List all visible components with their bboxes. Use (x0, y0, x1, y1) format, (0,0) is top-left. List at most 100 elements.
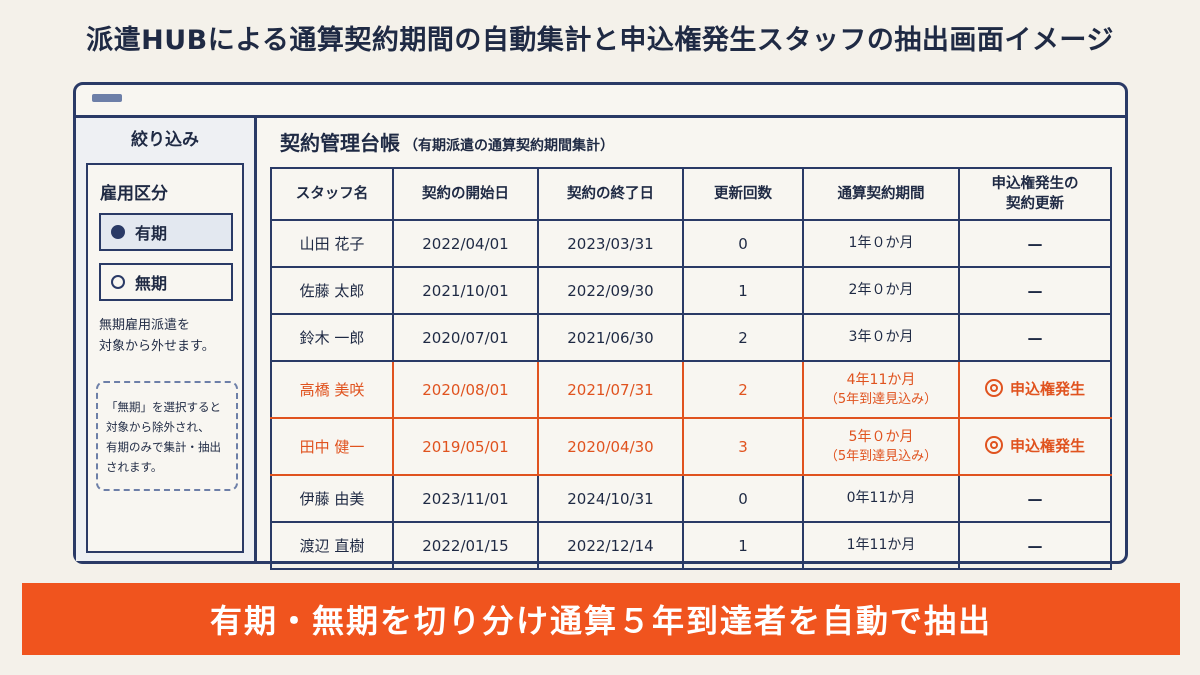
staff-name-cell: 伊藤 由美 (270, 474, 394, 523)
filter-sidebar: 絞り込み 雇用区分 有期 無期 無期雇用派遣を 対象から外せます。 「無期」を選… (76, 118, 257, 561)
sidebar-header: 絞り込み (131, 129, 199, 150)
total-period-value: 1年０か月 (848, 235, 914, 251)
col-header-renewals: 更新回数 (682, 167, 804, 221)
table-row[interactable]: 山田 花子 2022/04/01 2023/03/31 0 1年０か月 — (270, 219, 1112, 268)
table-row[interactable]: 高橋 美咲 2020/08/01 2021/07/31 2 4年11か月 （5年到達見込み… (270, 360, 1112, 419)
staff-name-cell: 山田 花子 (270, 219, 394, 268)
total-period-value: 3年０か月 (848, 329, 914, 345)
right-badge: 申込権発生 (984, 378, 1085, 399)
right-badge: 申込権発生 (984, 435, 1085, 456)
note-line: 無期雇用派遣を (99, 318, 191, 333)
total-period-value: 4年11か月 (846, 371, 916, 388)
right-badge-label: 申込権発生 (1009, 379, 1085, 398)
table-header-row: スタッフ名 契約の開始日 契約の終了日 更新回数 通算契約期間 申込権発生の 契… (270, 167, 1112, 221)
radio-unselected-icon (111, 275, 125, 289)
table-row[interactable]: 伊藤 由美 2023/11/01 2024/10/31 0 0年11か月 — (270, 474, 1112, 523)
header-line: 契約更新 (1006, 196, 1064, 212)
col-header-right: 申込権発生の 契約更新 (958, 167, 1112, 221)
start-date-cell: 2022/01/15 (392, 521, 539, 570)
col-header-start: 契約の開始日 (392, 167, 539, 221)
renewals-cell: 2 (682, 313, 804, 362)
period-note: （5年到達見込み） (824, 391, 938, 407)
period-note: （5年到達見込み） (824, 448, 938, 464)
staff-name-cell: 鈴木 一郎 (270, 313, 394, 362)
col-header-staff: スタッフ名 (270, 167, 394, 221)
staff-name-cell: 田中 健一 (270, 417, 394, 476)
header-line: 申込権発生の (991, 176, 1079, 192)
none-dash: — (1027, 489, 1043, 508)
radio-indefinite-term[interactable]: 無期 (99, 263, 233, 301)
end-date-cell: 2020/04/30 (537, 417, 684, 476)
contract-table: スタッフ名 契約の開始日 契約の終了日 更新回数 通算契約期間 申込権発生の 契… (270, 167, 1112, 570)
radio-fixed-term[interactable]: 有期 (99, 213, 233, 251)
renewals-cell: 0 (682, 219, 804, 268)
start-date-cell: 2019/05/01 (392, 417, 539, 476)
application-right-cell: — (958, 219, 1112, 268)
total-period-value: 1年11か月 (846, 537, 916, 553)
filter-panel: 雇用区分 有期 無期 無期雇用派遣を 対象から外せます。 「無期」を選択すると … (86, 163, 244, 553)
radio-label: 無期 (135, 274, 168, 293)
total-period-cell: 4年11か月 （5年到達見込み） (802, 360, 960, 419)
end-date-cell: 2022/12/14 (537, 521, 684, 570)
summary-banner: 有期・無期を切り分け通算５年到達者を自動で抽出 (22, 583, 1180, 655)
renewals-cell: 1 (682, 266, 804, 315)
start-date-cell: 2020/08/01 (392, 360, 539, 419)
table-row[interactable]: 渡辺 直樹 2022/01/15 2022/12/14 1 1年11か月 — (270, 521, 1112, 570)
total-period-value: 5年０か月 (848, 428, 914, 445)
help-line: 有期のみで集計・抽出 (106, 440, 221, 454)
help-box: 「無期」を選択すると 対象から除外され、 有期のみで集計・抽出 されます。 (96, 381, 238, 491)
table-row[interactable]: 佐藤 太郎 2021/10/01 2022/09/30 1 2年０か月 — (270, 266, 1112, 315)
col-header-period: 通算契約期間 (802, 167, 960, 221)
total-period-value: 0年11か月 (846, 490, 916, 506)
ledger-title-text: 契約管理台帳 (280, 131, 400, 155)
none-dash: — (1027, 281, 1043, 300)
renewals-cell: 3 (682, 417, 804, 476)
col-header-end: 契約の終了日 (537, 167, 684, 221)
help-line: されます。 (106, 460, 163, 474)
radio-label: 有期 (135, 224, 168, 243)
application-right-cell: — (958, 474, 1112, 523)
application-right-cell: — (958, 266, 1112, 315)
staff-name-cell: 高橋 美咲 (270, 360, 394, 419)
page-title: 派遣HUBによる通算契約期間の自動集計と申込権発生スタッフの抽出画面イメージ (86, 25, 1114, 56)
employment-type-label: 雇用区分 (100, 184, 168, 204)
application-right-cell: 申込権発生 (958, 417, 1112, 476)
start-date-cell: 2021/10/01 (392, 266, 539, 315)
end-date-cell: 2024/10/31 (537, 474, 684, 523)
staff-name-cell: 佐藤 太郎 (270, 266, 394, 315)
window-titlebar (76, 85, 1125, 118)
start-date-cell: 2022/04/01 (392, 219, 539, 268)
double-circle-icon (984, 436, 1003, 455)
renewals-cell: 1 (682, 521, 804, 570)
table-body: 山田 花子 2022/04/01 2023/03/31 0 1年０か月 — 佐藤 太郎 202… (270, 219, 1112, 570)
filter-note: 無期雇用派遣を 対象から外せます。 (99, 315, 239, 357)
end-date-cell: 2023/03/31 (537, 219, 684, 268)
table-row[interactable]: 鈴木 一郎 2020/07/01 2021/06/30 2 3年０か月 — (270, 313, 1112, 362)
ledger-subtitle: （有期派遣の通算契約期間集計） (404, 138, 614, 154)
help-line: 対象から除外され、 (106, 420, 210, 434)
total-period-value: 2年０か月 (848, 282, 914, 298)
total-period-cell: 1年０か月 (802, 219, 960, 268)
table-row[interactable]: 田中 健一 2019/05/01 2020/04/30 3 5年０か月 （5年到達見込み）… (270, 417, 1112, 476)
right-badge-label: 申込権発生 (1009, 436, 1085, 455)
radio-selected-icon (111, 225, 125, 239)
application-right-cell: — (958, 521, 1112, 570)
window-bar-icon (92, 94, 122, 102)
note-line: 対象から外せます。 (99, 339, 215, 354)
end-date-cell: 2022/09/30 (537, 266, 684, 315)
total-period-cell: 0年11か月 (802, 474, 960, 523)
none-dash: — (1027, 234, 1043, 253)
end-date-cell: 2021/07/31 (537, 360, 684, 419)
total-period-cell: 5年０か月 （5年到達見込み） (802, 417, 960, 476)
start-date-cell: 2020/07/01 (392, 313, 539, 362)
double-circle-icon (984, 379, 1003, 398)
app-window: 絞り込み 雇用区分 有期 無期 無期雇用派遣を 対象から外せます。 「無期」を選… (73, 82, 1128, 570)
application-right-cell: 申込権発生 (958, 360, 1112, 419)
ledger-title: 契約管理台帳 （有期派遣の通算契約期間集計） (280, 127, 614, 156)
help-line: 「無期」を選択すると (106, 400, 221, 414)
renewals-cell: 0 (682, 474, 804, 523)
renewals-cell: 2 (682, 360, 804, 419)
total-period-cell: 2年０か月 (802, 266, 960, 315)
start-date-cell: 2023/11/01 (392, 474, 539, 523)
none-dash: — (1027, 328, 1043, 347)
